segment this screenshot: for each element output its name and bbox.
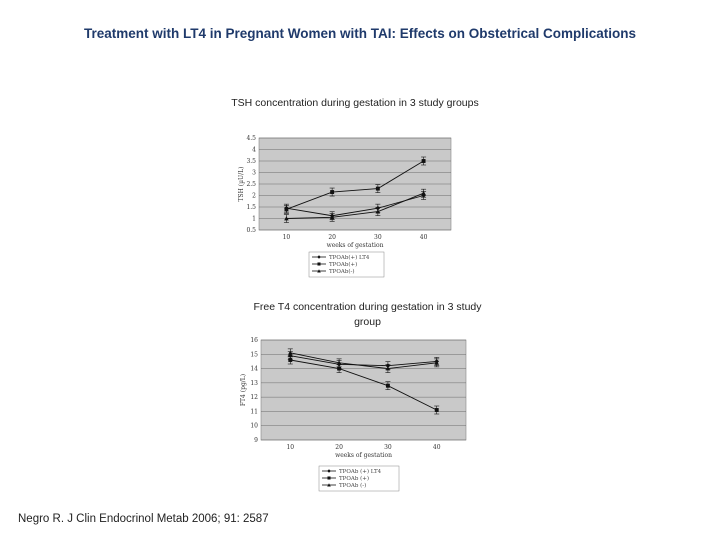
tsh-x-tick-label: 10	[283, 234, 291, 241]
ft4-point	[385, 366, 391, 371]
tsh-legend-marker	[317, 269, 321, 273]
tsh-y-tick-label: 4.5	[246, 135, 256, 142]
ft4-y-tick-label: 10	[250, 423, 258, 430]
ft4-chart: 9 10 11 12 13 14 15 16 10 20 30 40 weeks of gestatio…	[240, 337, 467, 492]
slide-title: Treatment with LT4 in Pregnant Women wit…	[83, 26, 637, 41]
tsh-point	[329, 215, 335, 220]
tsh-x-axis-label: weeks of gestation	[327, 242, 384, 249]
ft4-point	[434, 408, 439, 412]
ft4-point	[288, 358, 293, 362]
tsh-y-tick-label: 1.5	[246, 204, 256, 211]
ft4-series-line-0	[290, 355, 437, 367]
tsh-y-tick-label: 2.5	[246, 181, 256, 188]
tsh-series-line-2	[286, 192, 424, 219]
ft4-point	[336, 360, 342, 365]
tsh-x-tick-label: 30	[374, 234, 382, 241]
tsh-legend-label: TPOAb(+) LT4	[329, 254, 370, 261]
tsh-x-tick-label: 40	[420, 234, 428, 241]
tsh-chart: 0.5 1 1.5 2 2.5 3 3.5 4 4.5 10 20 30 40 weeks of gest…	[238, 135, 452, 278]
citation: Negro R. J Clin Endocrinol Metab 2006; 9…	[18, 513, 269, 525]
tsh-chart-title: TSH concentration during gestation in 3 …	[231, 97, 479, 109]
ft4-point	[287, 350, 293, 355]
ft4-series-line-2	[290, 352, 437, 370]
tsh-y-tick-label: 4	[252, 147, 256, 154]
tsh-y-tick-label: 1	[252, 216, 256, 223]
ft4-y-tick-label: 15	[250, 351, 258, 358]
tsh-point	[375, 209, 381, 214]
ft4-x-tick-label: 30	[384, 444, 392, 451]
ft4-x-tick-label: 10	[286, 444, 294, 451]
ft4-y-tick-label: 14	[250, 366, 258, 373]
ft4-chart-title: Free T4 concentration during gestation i…	[253, 301, 482, 328]
tsh-legend-marker	[317, 255, 321, 259]
tsh-series-line-1	[286, 160, 424, 210]
tsh-point	[330, 190, 335, 195]
ft4-point	[434, 360, 440, 365]
tsh-series-line-0	[286, 195, 424, 217]
ft4-legend-marker	[327, 469, 331, 473]
tsh-legend-label: TPOAb(-)	[329, 268, 355, 275]
ft4-legend-marker	[327, 483, 331, 487]
ft4-y-tick-label: 11	[250, 408, 258, 415]
ft4-y-axis-label: FT4 (pg/L)	[240, 374, 247, 406]
ft4-point	[337, 366, 342, 371]
ft4-legend	[318, 465, 400, 492]
ft4-y-tick-label: 16	[250, 337, 258, 344]
tsh-point	[284, 207, 289, 212]
ft4-y-tick-label: 9	[254, 437, 258, 444]
tsh-legend-marker	[317, 262, 321, 266]
tsh-legend	[308, 251, 385, 278]
tsh-y-tick-label: 3.5	[246, 158, 256, 165]
tsh-point	[421, 190, 426, 196]
ft4-legend-marker	[327, 476, 331, 480]
ft4-point	[385, 383, 390, 388]
tsh-y-tick-label: 2	[252, 193, 256, 200]
tsh-point	[421, 159, 426, 163]
tsh-y-tick-label: 3	[252, 170, 256, 177]
tsh-point	[375, 186, 380, 191]
tsh-x-tick-label: 20	[328, 234, 336, 241]
ft4-y-tick-label: 13	[250, 380, 258, 387]
tsh-point	[284, 216, 289, 221]
ft4-y-tick-label: 12	[250, 394, 258, 401]
ft4-x-tick-label: 20	[335, 444, 343, 451]
tsh-legend-label: TPOAb(+)	[329, 261, 357, 268]
tsh-y-axis-label: TSH (µU/L)	[238, 167, 245, 202]
ft4-x-tick-label: 40	[433, 444, 441, 451]
ft4-legend-label: TPOAb (+)	[339, 475, 369, 482]
tsh-y-tick-label: 0.5	[246, 227, 256, 234]
ft4-legend-label: TPOAb (-)	[339, 482, 366, 489]
ft4-series-line-1	[290, 359, 437, 411]
ft4-x-axis-label: weeks of gestation	[335, 452, 392, 459]
ft4-legend-label: TPOAb (+) LT4	[339, 468, 382, 475]
